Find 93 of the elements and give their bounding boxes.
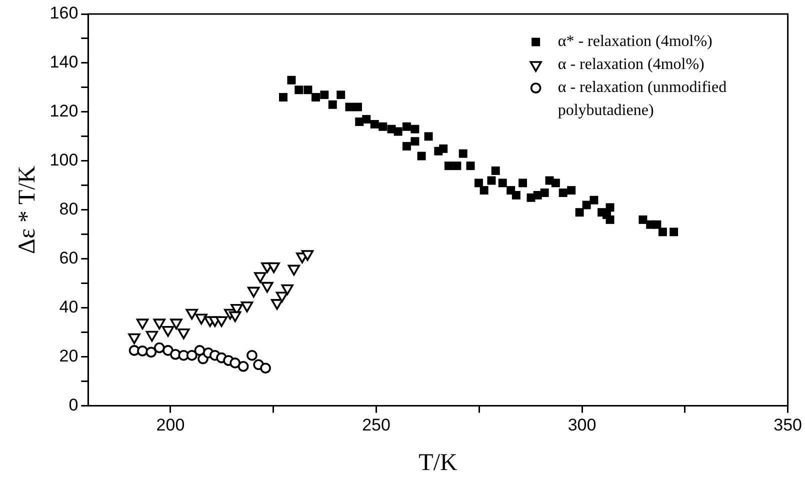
point	[606, 203, 614, 212]
point	[444, 162, 453, 170]
y-tick-label: 20	[59, 346, 78, 366]
point	[186, 308, 198, 320]
point	[162, 326, 174, 337]
point	[512, 190, 520, 200]
point	[154, 342, 165, 354]
point	[146, 346, 157, 358]
point	[487, 176, 496, 185]
point	[246, 350, 258, 361]
legend-label: α - relaxation (4mol%)	[558, 56, 704, 74]
point	[362, 115, 371, 124]
point	[518, 178, 528, 188]
point	[146, 330, 158, 342]
point	[394, 127, 402, 136]
point	[136, 318, 149, 330]
x-tick-label: 350	[774, 416, 802, 435]
point	[466, 162, 475, 170]
point	[276, 292, 288, 303]
point	[261, 282, 274, 293]
point	[658, 228, 667, 236]
point	[458, 149, 468, 158]
point	[328, 100, 337, 109]
point	[551, 178, 560, 188]
point	[170, 348, 181, 360]
y-axis-title: Δε * T/K	[14, 165, 41, 254]
point	[162, 345, 174, 356]
point	[279, 93, 288, 102]
point	[248, 286, 260, 298]
point	[304, 86, 312, 94]
point	[228, 311, 242, 322]
point	[270, 299, 284, 310]
y-tick-label: 0	[68, 395, 78, 414]
point	[186, 350, 198, 361]
point	[320, 90, 329, 100]
point	[336, 90, 346, 100]
y-tick-label: 100	[50, 150, 78, 170]
point	[480, 186, 488, 195]
point	[540, 188, 549, 197]
point	[128, 333, 140, 344]
point	[137, 346, 148, 356]
y-tick-label: 60	[59, 248, 78, 268]
point	[281, 284, 294, 296]
point	[301, 250, 314, 261]
point	[240, 302, 254, 312]
y-tick-label: 120	[50, 102, 78, 121]
point	[230, 358, 240, 368]
point	[439, 144, 448, 153]
point	[378, 122, 388, 131]
point	[195, 314, 208, 325]
x-tick-label: 250	[362, 416, 390, 435]
point	[424, 132, 433, 141]
point	[498, 178, 507, 188]
point	[638, 215, 648, 224]
point	[652, 220, 662, 229]
y-tick-label: 140	[50, 52, 78, 72]
x-tick-label: 300	[568, 416, 596, 435]
point	[268, 262, 280, 274]
point	[402, 122, 411, 131]
point	[170, 318, 182, 330]
y-tick-label: 80	[59, 200, 78, 219]
x-axis-title: T/K	[418, 450, 458, 476]
point	[353, 102, 362, 112]
point	[590, 196, 598, 204]
point	[417, 152, 426, 160]
point	[575, 208, 584, 217]
point	[178, 328, 190, 340]
point	[491, 166, 500, 175]
point	[294, 86, 304, 94]
point	[345, 102, 354, 112]
point	[452, 162, 462, 170]
point	[402, 142, 411, 150]
point	[238, 360, 249, 372]
point	[288, 264, 300, 276]
point	[567, 186, 576, 195]
legend-label: α* - relaxation (4mol%)	[558, 33, 712, 50]
y-tick-label: 40	[59, 298, 78, 317]
point	[410, 137, 420, 146]
point	[670, 228, 678, 236]
point	[602, 210, 611, 220]
point	[410, 124, 420, 134]
point	[558, 188, 568, 197]
x-tick-label: 200	[156, 416, 185, 435]
legend-label: α - relaxation (unmodified polybutadiene)	[558, 79, 727, 120]
point	[370, 120, 379, 128]
point	[474, 178, 483, 188]
point	[254, 272, 266, 283]
point	[153, 318, 166, 330]
y-tick-label: 160	[50, 4, 78, 23]
point	[287, 76, 296, 84]
point	[215, 316, 228, 327]
point	[260, 362, 271, 374]
point	[312, 93, 320, 102]
